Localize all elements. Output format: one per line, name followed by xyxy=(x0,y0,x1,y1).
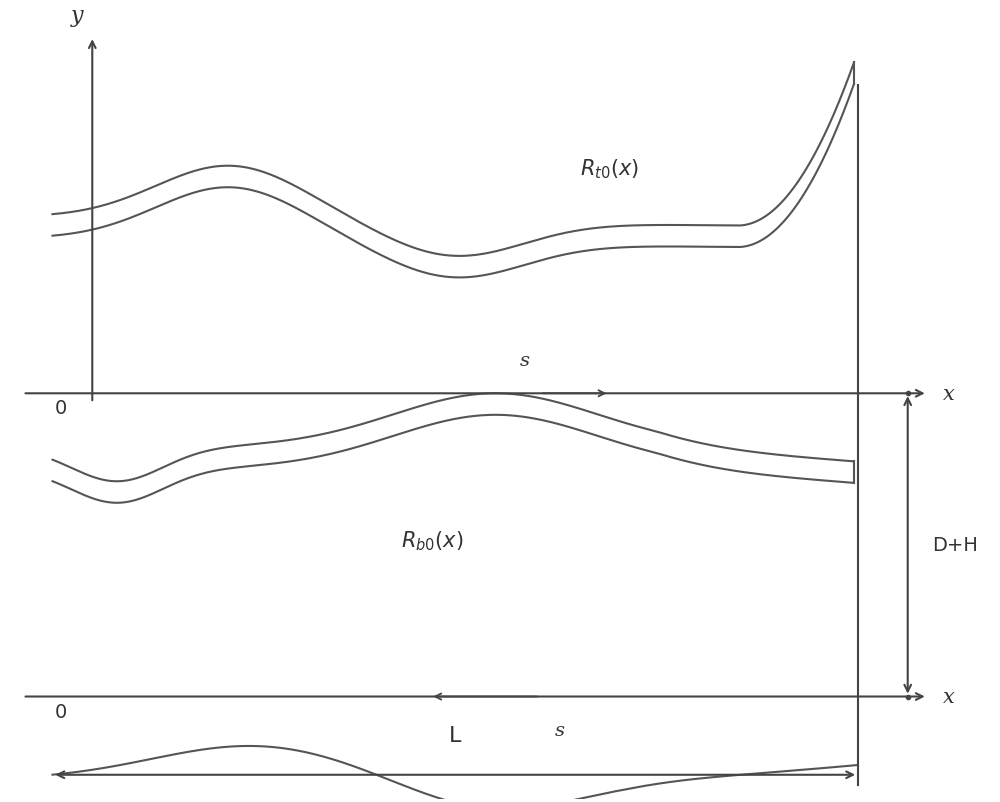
Text: y: y xyxy=(71,6,84,27)
Text: 0: 0 xyxy=(55,702,67,721)
Text: x: x xyxy=(943,687,954,706)
Text: 0: 0 xyxy=(55,399,67,418)
Text: s: s xyxy=(520,351,530,370)
Text: $R_{b0}(x)$: $R_{b0}(x)$ xyxy=(401,529,463,552)
Text: s: s xyxy=(555,721,565,739)
Text: x: x xyxy=(943,384,954,403)
Text: L: L xyxy=(449,726,461,746)
Text: D+H: D+H xyxy=(933,536,978,555)
Text: $R_{t0}(x)$: $R_{t0}(x)$ xyxy=(580,157,639,181)
